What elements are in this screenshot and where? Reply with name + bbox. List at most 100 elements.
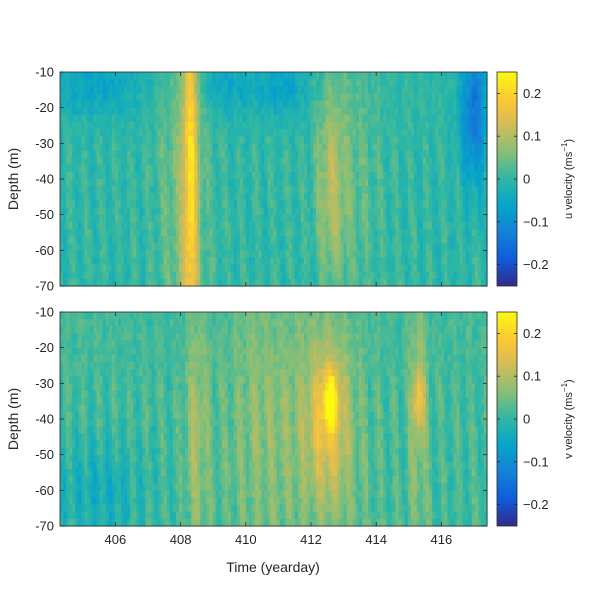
u-heatmap-cell xyxy=(410,79,415,87)
u-heatmap-cell xyxy=(422,186,427,194)
v-heatmap-cell xyxy=(99,483,104,491)
u-heatmap-cell xyxy=(319,164,323,173)
u-heatmap-cell xyxy=(432,193,436,201)
u-heatmap-cell xyxy=(325,129,329,137)
u-heatmap-cell xyxy=(410,250,415,259)
u-heatmap-cell xyxy=(456,79,461,87)
u-heatmap-cell xyxy=(197,200,201,209)
v-heatmap-cell xyxy=(72,361,76,370)
u-heatmap-cell xyxy=(273,257,278,266)
v-heatmap-cell xyxy=(81,497,85,506)
u-heatmap-cell xyxy=(261,136,265,144)
v-heatmap-cell xyxy=(87,326,92,334)
u-heatmap-cell xyxy=(435,257,439,266)
u-heatmap-cell xyxy=(328,72,333,80)
u-heatmap-cell xyxy=(307,114,311,123)
u-heatmap-cell xyxy=(300,250,305,259)
u-heatmap-cell xyxy=(230,243,235,251)
u-heatmap-cell xyxy=(468,79,473,87)
u-heatmap-cell xyxy=(395,271,400,280)
u-heatmap-cell xyxy=(63,72,67,80)
u-heatmap-cell xyxy=(325,200,329,209)
u-heatmap-cell xyxy=(81,93,85,102)
u-heatmap-cell xyxy=(310,193,314,201)
u-heatmap-cell xyxy=(407,200,412,209)
u-heatmap-cell xyxy=(477,193,482,201)
u-heatmap-cell xyxy=(468,264,473,273)
u-heatmap-cell xyxy=(258,278,262,287)
u-heatmap-cell xyxy=(136,214,140,223)
u-heatmap-cell xyxy=(108,228,113,237)
u-heatmap-cell xyxy=(456,86,461,94)
u-heatmap-cell xyxy=(386,278,390,287)
u-heatmap-cell xyxy=(337,164,342,173)
u-heatmap-cell xyxy=(230,264,235,273)
u-heatmap-cell xyxy=(291,143,296,152)
u-heatmap-cell xyxy=(157,271,162,280)
v-heatmap-cell xyxy=(84,404,89,413)
u-heatmap-cell xyxy=(163,72,168,80)
u-heatmap-cell xyxy=(188,243,192,251)
u-heatmap-cell xyxy=(294,114,299,123)
v-heatmap-cell xyxy=(90,361,95,370)
u-heatmap-cell xyxy=(84,107,89,116)
u-heatmap-cell xyxy=(419,257,424,266)
u-heatmap-cell xyxy=(300,179,305,187)
u-heatmap-cell xyxy=(246,200,250,209)
v-heatmap-cell xyxy=(72,404,76,413)
u-heatmap-cell xyxy=(142,93,146,102)
u-heatmap-cell xyxy=(358,150,363,159)
u-heatmap-cell xyxy=(441,100,445,109)
u-heatmap-cell xyxy=(267,186,272,194)
v-heatmap-cell xyxy=(69,419,73,427)
u-heatmap-cell xyxy=(124,86,128,94)
u-heatmap-cell xyxy=(117,264,122,273)
v-heatmap-cell xyxy=(84,490,89,499)
v-heatmap-cell xyxy=(127,340,131,349)
u-heatmap-cell xyxy=(313,107,317,116)
u-heatmap-cell xyxy=(267,243,272,251)
v-heatmap-cell xyxy=(69,497,73,506)
u-heatmap-cell xyxy=(178,107,183,116)
u-heatmap-cell xyxy=(450,214,455,223)
u-heatmap-cell xyxy=(426,221,430,230)
u-heatmap-cell xyxy=(108,179,113,187)
v-heatmap-cell xyxy=(96,319,101,327)
u-heatmap-cell xyxy=(90,214,95,223)
u-heatmap-cell xyxy=(304,200,308,209)
u-heatmap-cell xyxy=(343,186,348,194)
u-heatmap-cell xyxy=(462,221,467,230)
u-heatmap-cell xyxy=(175,186,180,194)
u-heatmap-cell xyxy=(291,264,296,273)
u-heatmap-cell xyxy=(117,214,122,223)
u-heatmap-cell xyxy=(349,186,354,194)
u-heatmap-cell xyxy=(322,171,326,180)
u-heatmap-cell xyxy=(383,164,387,173)
u-heatmap-cell xyxy=(291,243,296,251)
u-heatmap-cell xyxy=(447,186,451,194)
u-heatmap-cell xyxy=(66,114,70,123)
u-heatmap-cell xyxy=(340,179,345,187)
u-heatmap-cell xyxy=(84,278,89,287)
v-heatmap-cell xyxy=(108,333,113,342)
u-heatmap-cell xyxy=(78,264,82,273)
v-heatmap-cell xyxy=(130,312,134,320)
v-heatmap-cell xyxy=(105,504,110,513)
u-heatmap-cell xyxy=(459,93,464,102)
v-heatmap-cell xyxy=(66,419,70,427)
u-heatmap-cell xyxy=(313,150,317,159)
v-heatmap-cell xyxy=(114,419,119,427)
v-heatmap-cell xyxy=(124,433,128,441)
u-heatmap-cell xyxy=(444,214,448,223)
u-heatmap-cell xyxy=(349,72,354,80)
u-heatmap-cell xyxy=(221,228,226,237)
v-heatmap-cell xyxy=(108,461,113,470)
u-heatmap-cell xyxy=(215,207,220,216)
u-heatmap-cell xyxy=(108,164,113,173)
v-heatmap-cell xyxy=(99,518,104,527)
u-heatmap-cell xyxy=(459,107,464,116)
u-heatmap-cell xyxy=(182,214,186,223)
u-heatmap-cell xyxy=(453,250,458,259)
u-heatmap-cell xyxy=(243,157,247,166)
u-colorbar-tick-label: 0.1 xyxy=(523,129,541,144)
